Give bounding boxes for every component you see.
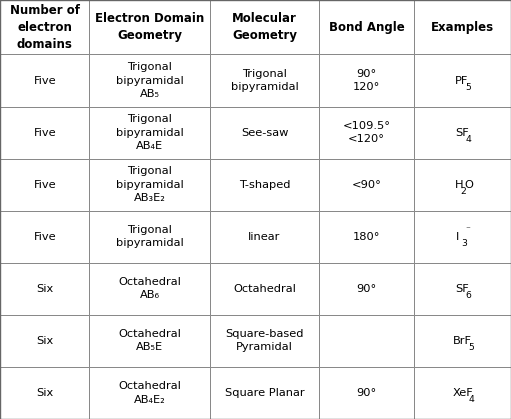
Text: Square Planar: Square Planar: [225, 388, 304, 398]
Bar: [414, 106, 511, 159]
Text: H: H: [455, 180, 464, 190]
Text: <90°: <90°: [352, 180, 382, 190]
Bar: [414, 159, 511, 211]
Text: 6: 6: [466, 291, 471, 300]
Bar: [0, 367, 89, 419]
Text: Molecular
Geometry: Molecular Geometry: [232, 12, 297, 42]
Bar: [210, 106, 319, 159]
Text: 3: 3: [461, 239, 467, 248]
Text: Trigonal
bipyramidal: Trigonal bipyramidal: [115, 225, 183, 248]
Bar: [210, 367, 319, 419]
Text: BrF: BrF: [453, 336, 472, 346]
Text: Six: Six: [36, 284, 53, 294]
Bar: [89, 315, 210, 367]
Text: Five: Five: [33, 180, 56, 190]
Bar: [210, 54, 319, 106]
Text: 90°: 90°: [357, 284, 377, 294]
Bar: [319, 54, 414, 106]
Bar: [319, 315, 414, 367]
Bar: [89, 367, 210, 419]
Text: Number of
electron
domains: Number of electron domains: [10, 4, 80, 51]
Bar: [0, 0, 89, 54]
Bar: [0, 315, 89, 367]
Text: ⁻: ⁻: [465, 225, 470, 235]
Text: SF: SF: [455, 284, 469, 294]
Bar: [414, 367, 511, 419]
Text: Five: Five: [33, 75, 56, 85]
Bar: [319, 159, 414, 211]
Bar: [0, 159, 89, 211]
Bar: [89, 106, 210, 159]
Text: 90°
120°: 90° 120°: [353, 69, 380, 92]
Bar: [210, 211, 319, 263]
Text: <109.5°
<120°: <109.5° <120°: [343, 121, 390, 144]
Bar: [414, 315, 511, 367]
Text: Bond Angle: Bond Angle: [329, 21, 405, 34]
Bar: [0, 106, 89, 159]
Text: Examples: Examples: [431, 21, 494, 34]
Text: 90°: 90°: [357, 388, 377, 398]
Text: T-shaped: T-shaped: [239, 180, 290, 190]
Text: Electron Domain
Geometry: Electron Domain Geometry: [95, 12, 204, 42]
Bar: [414, 211, 511, 263]
Text: Trigonal
bipyramidal
AB₃E₂: Trigonal bipyramidal AB₃E₂: [115, 166, 183, 203]
Bar: [89, 0, 210, 54]
Bar: [0, 263, 89, 315]
Text: Trigonal
bipyramidal
AB₅: Trigonal bipyramidal AB₅: [115, 62, 183, 99]
Text: 180°: 180°: [353, 232, 380, 242]
Text: linear: linear: [248, 232, 281, 242]
Bar: [210, 0, 319, 54]
Bar: [319, 263, 414, 315]
Bar: [414, 263, 511, 315]
Text: Octahedral
AB₄E₂: Octahedral AB₄E₂: [118, 381, 181, 405]
Text: XeF: XeF: [453, 388, 474, 398]
Text: 4: 4: [468, 395, 474, 404]
Text: Six: Six: [36, 336, 53, 346]
Text: Trigonal
bipyramidal
AB₄E: Trigonal bipyramidal AB₄E: [115, 114, 183, 151]
Bar: [319, 211, 414, 263]
Bar: [0, 211, 89, 263]
Bar: [319, 106, 414, 159]
Bar: [89, 54, 210, 106]
Text: Square-based
Pyramidal: Square-based Pyramidal: [225, 329, 304, 352]
Text: PF: PF: [455, 75, 469, 85]
Text: 5: 5: [466, 83, 471, 92]
Text: O: O: [464, 180, 473, 190]
Text: Six: Six: [36, 388, 53, 398]
Text: Octahedral
AB₅E: Octahedral AB₅E: [118, 329, 181, 352]
Bar: [210, 315, 319, 367]
Text: SF: SF: [455, 127, 469, 137]
Bar: [319, 367, 414, 419]
Text: 5: 5: [468, 343, 474, 352]
Text: 4: 4: [466, 135, 471, 144]
Text: See-saw: See-saw: [241, 127, 288, 137]
Text: 2: 2: [460, 187, 466, 196]
Text: Octahedral
AB₆: Octahedral AB₆: [118, 277, 181, 300]
Bar: [414, 54, 511, 106]
Text: I: I: [456, 232, 459, 242]
Bar: [414, 0, 511, 54]
Bar: [89, 263, 210, 315]
Text: Five: Five: [33, 127, 56, 137]
Bar: [89, 211, 210, 263]
Bar: [0, 54, 89, 106]
Bar: [210, 263, 319, 315]
Bar: [319, 0, 414, 54]
Text: Five: Five: [33, 232, 56, 242]
Bar: [89, 159, 210, 211]
Text: Octahedral: Octahedral: [233, 284, 296, 294]
Bar: [210, 159, 319, 211]
Text: Trigonal
bipyramidal: Trigonal bipyramidal: [230, 69, 298, 92]
